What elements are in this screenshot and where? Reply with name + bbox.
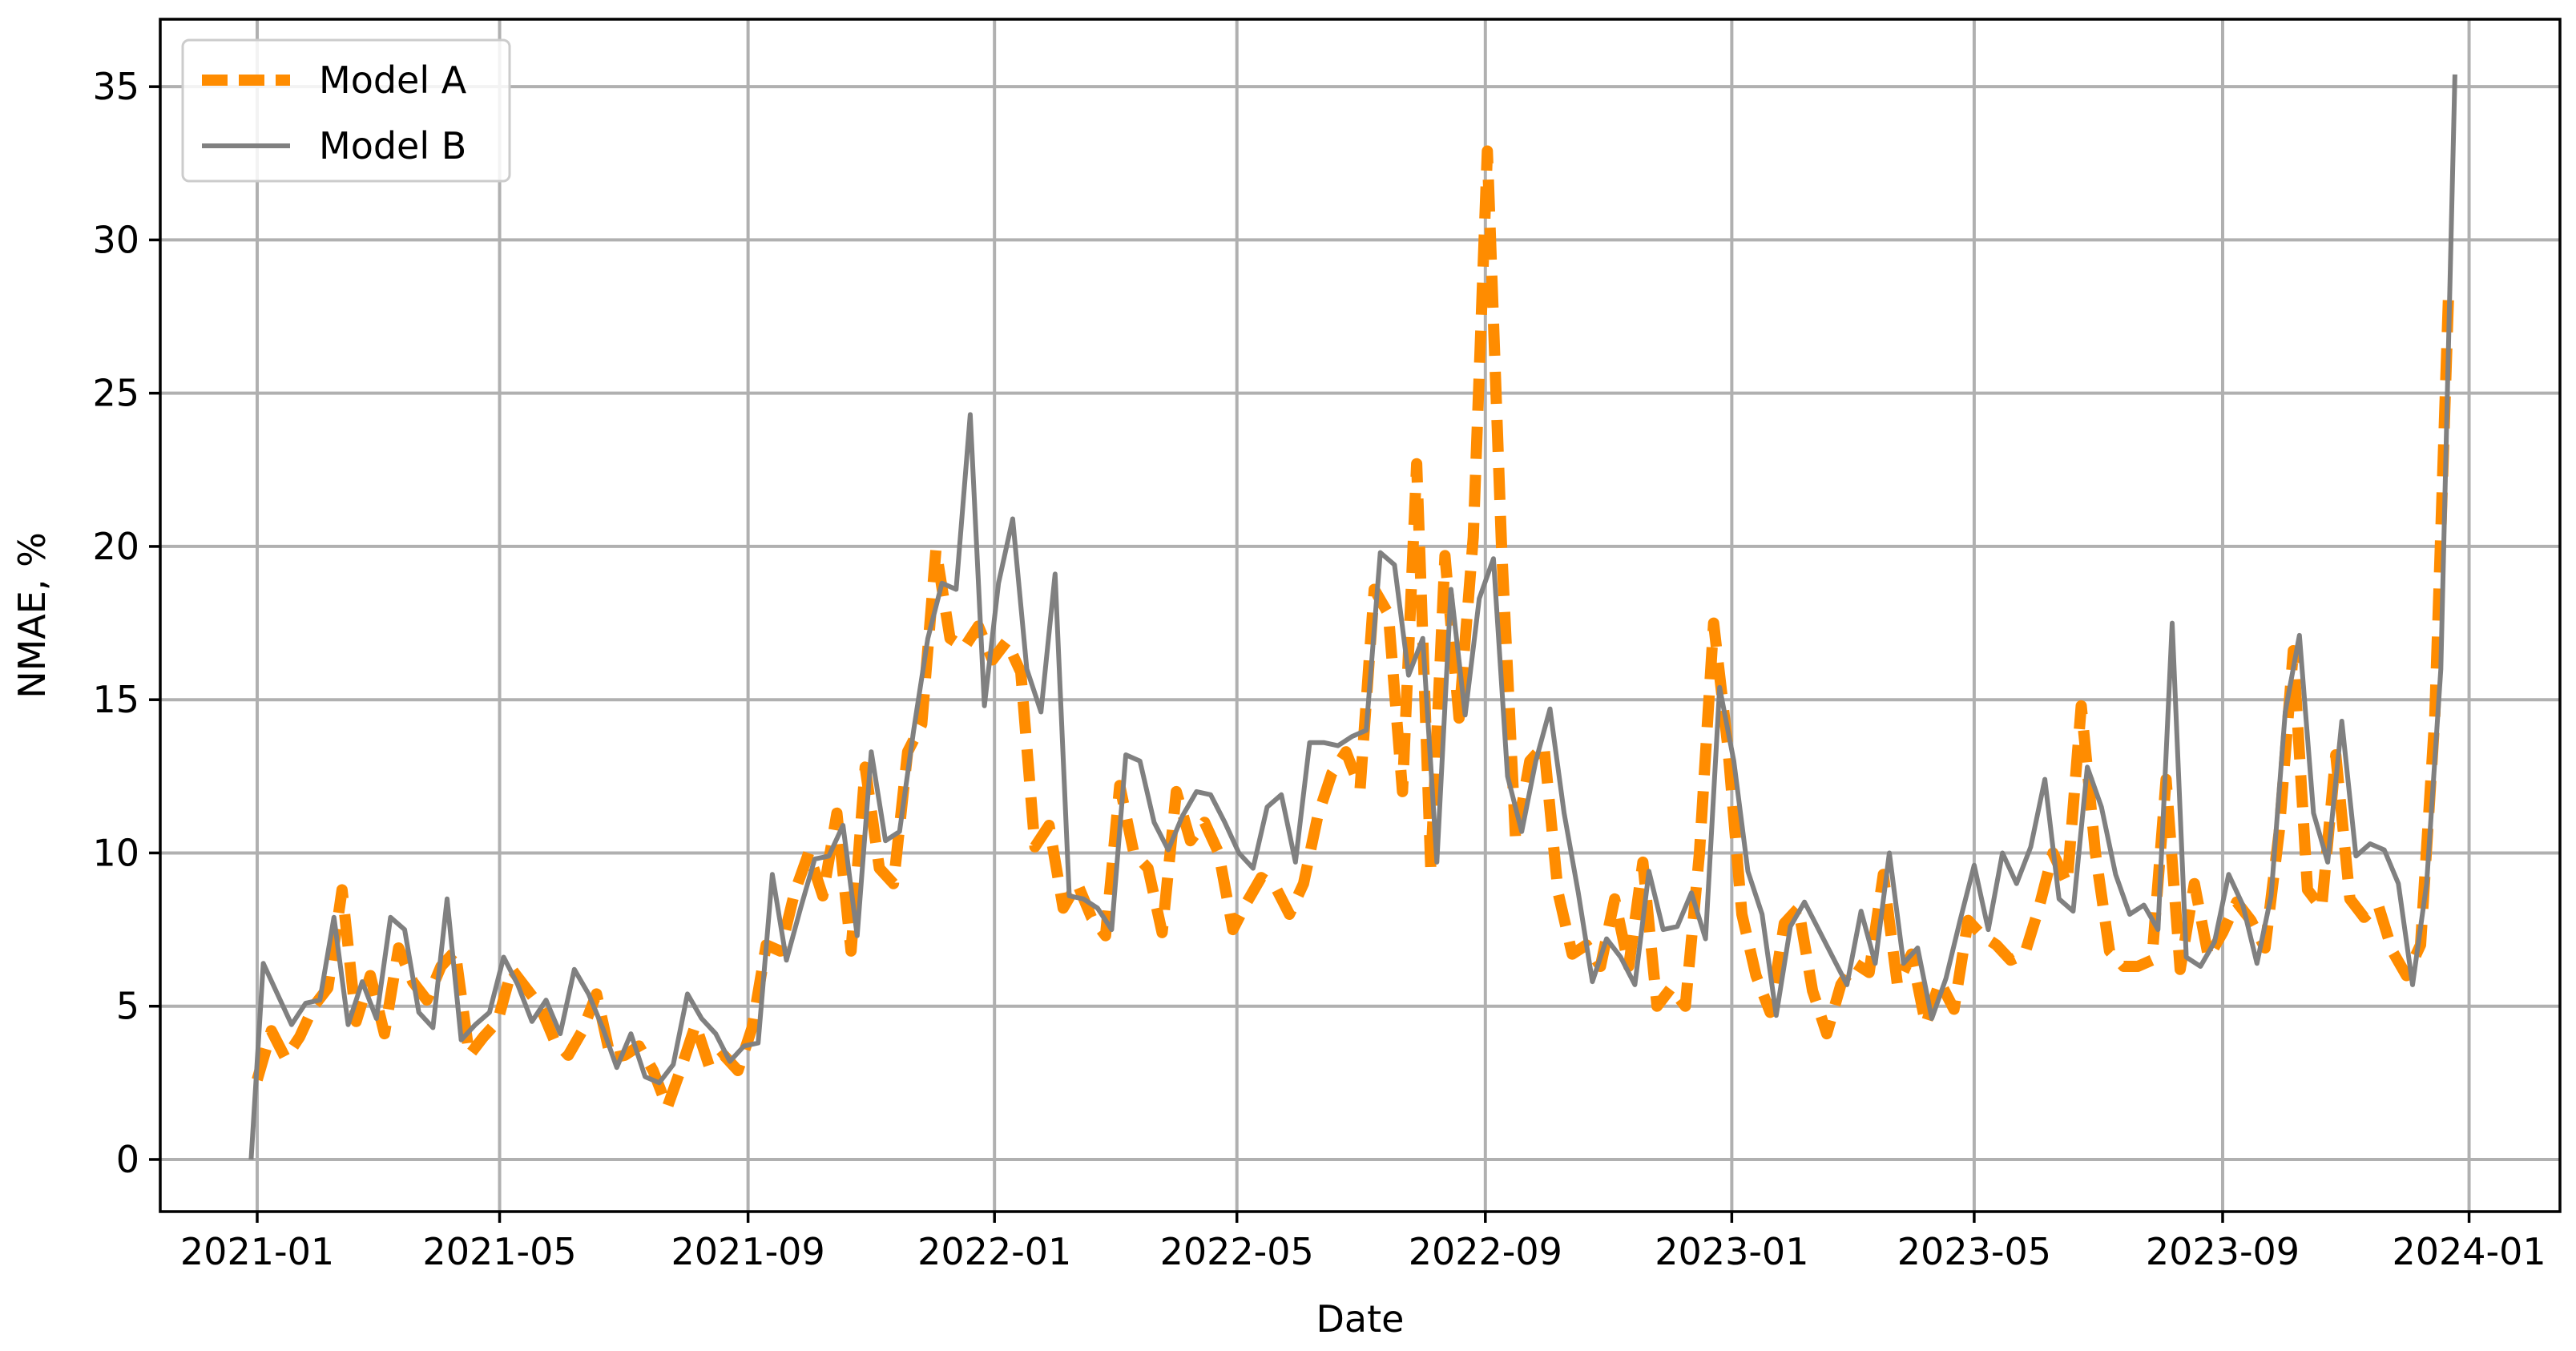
x-tick-label: 2021-09 xyxy=(671,1230,825,1273)
y-tick-label: 30 xyxy=(92,218,139,261)
x-tick-label: 2022-05 xyxy=(1160,1230,1314,1273)
y-tick-label: 25 xyxy=(92,372,139,415)
y-tick-label: 5 xyxy=(116,985,139,1028)
y-tick-label: 20 xyxy=(92,525,139,568)
x-tick-label: 2021-05 xyxy=(422,1230,576,1273)
axis-ticks: 2021-01 2021-05 2021-09 2022-01 2022-05 2022-… xyxy=(92,65,2546,1273)
x-tick-label: 2022-09 xyxy=(1409,1230,1562,1273)
legend-label-model-a: Model A xyxy=(319,58,467,102)
x-tick-label: 2022-01 xyxy=(917,1230,1071,1273)
legend-label-model-b: Model B xyxy=(319,124,466,167)
y-tick-label: 0 xyxy=(116,1138,139,1181)
y-tick-label: 15 xyxy=(92,678,139,721)
x-tick-label: 2021-01 xyxy=(180,1230,334,1273)
x-tick-label: 2023-09 xyxy=(2146,1230,2300,1273)
legend: Model A Model B xyxy=(181,38,511,183)
x-tick-label: 2023-05 xyxy=(1897,1230,2051,1273)
y-tick-label: 10 xyxy=(92,831,139,874)
series-lines xyxy=(248,74,2457,1160)
plot-frame xyxy=(159,18,2562,1213)
x-tick-label: 2023-01 xyxy=(1655,1230,1808,1273)
y-axis-label: NMAE, % xyxy=(10,532,54,699)
x-tick-label: 2024-01 xyxy=(2392,1230,2546,1273)
x-axis-label: Date xyxy=(1316,1297,1405,1341)
series-line-model-b xyxy=(248,74,2457,1160)
y-tick-label: 35 xyxy=(92,65,139,108)
